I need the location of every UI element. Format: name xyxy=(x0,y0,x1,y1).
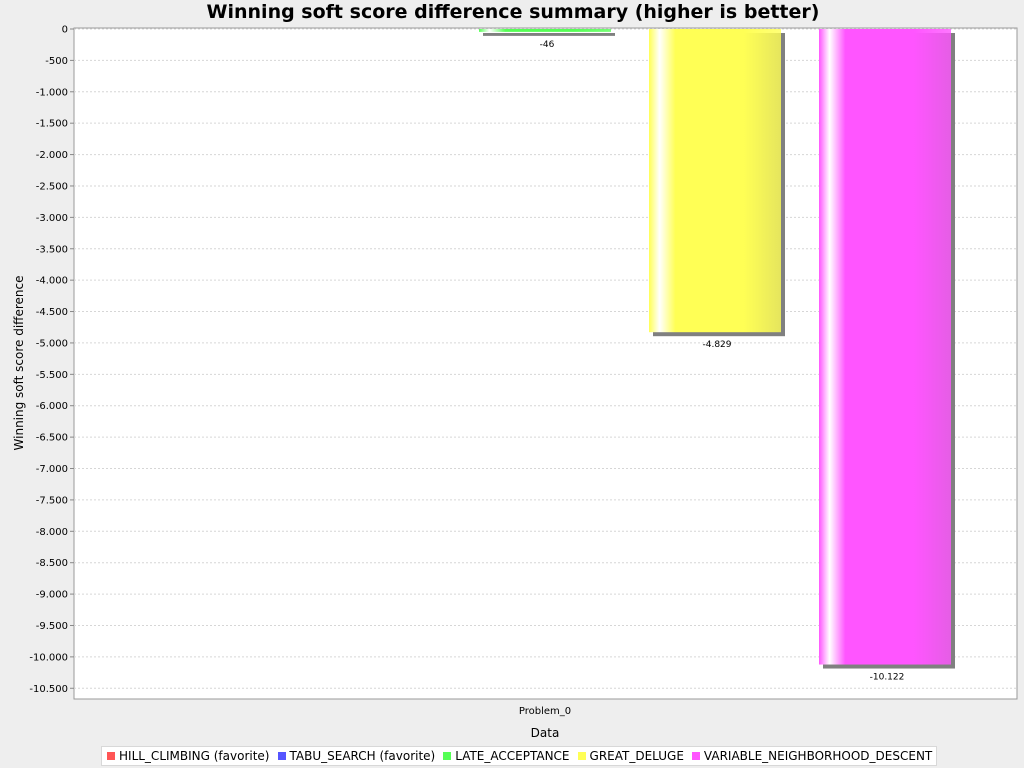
data-labels: -46 -4.829 -10.122 xyxy=(540,40,905,683)
x-axis-label: Data xyxy=(531,726,560,740)
y-axis-label: Winning soft score difference xyxy=(12,276,26,451)
legend-label: GREAT_DELUGE xyxy=(589,749,684,763)
chart-legend: HILL_CLIMBING (favorite) TABU_SEARCH (fa… xyxy=(101,746,938,766)
legend-item-tabu-search: TABU_SEARCH (favorite) xyxy=(275,749,436,763)
y-tick-label: -9.500 xyxy=(36,621,68,632)
legend-swatch xyxy=(277,752,286,760)
y-tick-label: 0 xyxy=(62,25,68,36)
bars xyxy=(479,29,955,669)
data-label: -4.829 xyxy=(702,340,731,350)
y-tick-label: -5.000 xyxy=(36,338,68,349)
y-tick-label: -8.500 xyxy=(36,558,68,569)
y-tick-label: -2.000 xyxy=(36,150,68,161)
y-tick-label: -8.000 xyxy=(36,527,68,538)
y-tick-label: -10.000 xyxy=(29,652,68,663)
y-tick-label: -10.500 xyxy=(29,684,68,695)
data-label: -10.122 xyxy=(870,673,905,683)
legend-label: VARIABLE_NEIGHBORHOOD_DESCENT xyxy=(703,749,933,763)
legend-item-late-acceptance: LATE_ACCEPTANCE xyxy=(440,749,570,763)
bar-variable-neighborhood-descent xyxy=(819,29,951,665)
y-tick-label: -3.000 xyxy=(36,213,68,224)
legend-swatch xyxy=(691,752,700,760)
y-tick-label: -6.500 xyxy=(36,433,68,444)
legend-swatch xyxy=(443,752,452,760)
y-tick-label: -1.000 xyxy=(36,87,68,98)
y-tick-label: -3.500 xyxy=(36,244,68,255)
legend-item-great-deluge: GREAT_DELUGE xyxy=(575,749,684,763)
legend-label: TABU_SEARCH (favorite) xyxy=(289,749,436,763)
y-tick-label: -7.500 xyxy=(36,495,68,506)
bar-late-acceptance-shadow xyxy=(483,33,615,36)
y-tick-label: -6.000 xyxy=(36,401,68,412)
y-tick-label: -5.500 xyxy=(36,370,68,381)
y-tick-label: -1.500 xyxy=(36,119,68,130)
y-tick-label: -500 xyxy=(45,56,68,67)
chart-title: Winning soft score difference summary (h… xyxy=(207,1,820,23)
y-tick-label: -4.500 xyxy=(36,307,68,318)
y-tick-label: -2.500 xyxy=(36,181,68,192)
legend-swatch xyxy=(107,752,115,760)
y-tick-label: -9.000 xyxy=(36,590,68,601)
bar-great-deluge xyxy=(649,29,781,333)
bar-late-acceptance xyxy=(479,29,611,32)
x-category-label: Problem_0 xyxy=(519,706,571,717)
legend-item-variable-neighborhood-descent: VARIABLE_NEIGHBORHOOD_DESCENT xyxy=(689,749,932,763)
y-tick-label: -7.000 xyxy=(36,464,68,475)
legend-label: LATE_ACCEPTANCE xyxy=(455,749,570,763)
legend-swatch xyxy=(577,752,586,760)
y-tick-label: -4.000 xyxy=(36,276,68,287)
y-axis-ticks: 0 -500 -1.000 -1.500 -2.000 -2.500 -3.000 -3.50… xyxy=(29,25,74,695)
data-label: -46 xyxy=(540,40,555,50)
legend-label: HILL_CLIMBING (favorite) xyxy=(119,749,270,763)
legend-item-hill-climbing: HILL_CLIMBING (favorite) xyxy=(104,749,270,763)
